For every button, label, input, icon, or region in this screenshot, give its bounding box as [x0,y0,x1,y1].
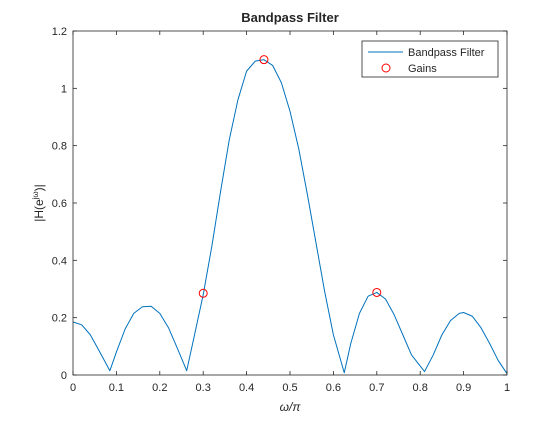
legend: Bandpass Filter Gains [361,40,499,78]
x-tick-label: 0 [70,382,76,394]
y-tick-label: 0.2 [52,313,67,325]
x-tick-label: 0.1 [109,382,124,394]
x-tick-label: 1 [504,382,510,394]
legend-box [361,40,499,78]
gain-marker [259,55,269,65]
y-axis-label: |H(ejω)| [31,184,46,222]
y-tick-label: 0 [61,370,67,382]
legend-marker-swatch [381,63,391,73]
plot-area [73,31,507,375]
x-tick-label: 0.3 [196,382,211,394]
legend-label-gains: Gains [408,63,437,75]
x-tick-label: 0.6 [326,382,341,394]
x-tick-label: 0.7 [369,382,384,394]
x-tick-label: 0.2 [152,382,167,394]
series-line-bandpass-filter [72,59,508,374]
ticks-layer: 0 0.1 0.2 0.3 0.4 0.5 0.6 0.7 0.8 0.9 1 0 0.2 0.4 0.6 0… [52,26,510,394]
chart-title: Bandpass Filter [241,10,339,25]
x-tick-label: 0.5 [282,382,297,394]
x-tick-label: 0.9 [456,382,471,394]
series-layer [72,55,508,374]
legend-label-bandpass-filter: Bandpass Filter [408,47,485,59]
y-tick-label: 0.6 [52,198,67,210]
x-axis-label: ω/π [280,400,302,414]
y-tick-label: 0.4 [52,255,67,267]
gain-marker [372,287,382,297]
y-tick-label: 1.2 [52,26,67,38]
y-tick-label: 0.8 [52,141,67,153]
gain-marker [198,288,208,298]
y-axis-label-superscript: jω [31,191,40,200]
y-axis-label-tail: )| [32,184,46,191]
y-tick-label: 1 [61,83,67,95]
y-axis-label-main: |H(e [32,199,46,222]
x-tick-label: 0.4 [239,382,254,394]
x-tick-label: 0.8 [413,382,428,394]
